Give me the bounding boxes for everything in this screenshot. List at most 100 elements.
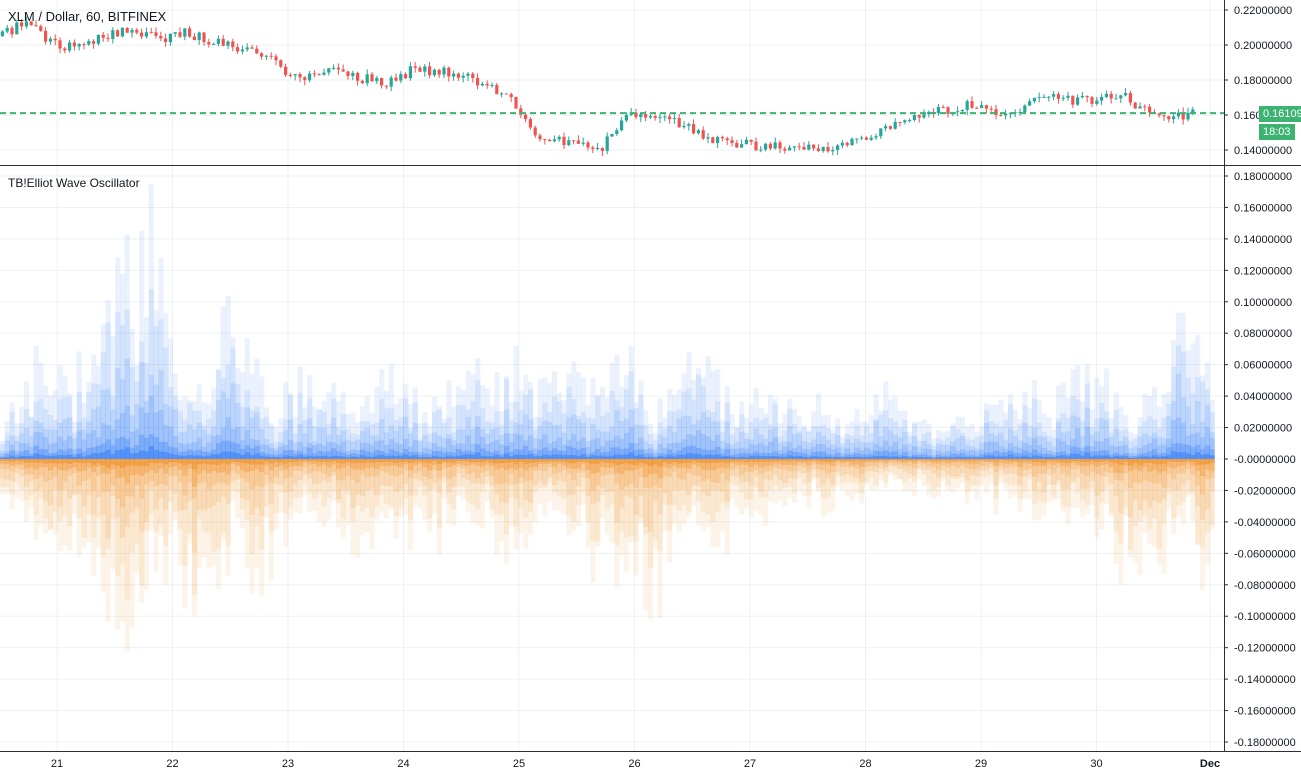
osc-bar-negative [758, 459, 764, 462]
osc-bar-positive [72, 421, 78, 459]
osc-bar-negative [792, 459, 798, 494]
osc-bar-positive [753, 444, 759, 459]
osc-bar-negative [72, 459, 78, 494]
osc-bar-positive [628, 452, 634, 459]
osc-bar-negative [28, 459, 34, 482]
osc-bar-positive [1108, 436, 1114, 459]
osc-bar-negative [345, 459, 351, 462]
osc-bar-positive [1022, 405, 1028, 459]
osc-bar-positive [840, 457, 846, 459]
candle-down [778, 142, 782, 149]
osc-bar-positive [100, 352, 106, 459]
osc-bar-positive [355, 422, 361, 459]
osc-bar-negative [662, 459, 668, 463]
osc-bar-negative [518, 459, 524, 478]
osc-bar-negative [840, 459, 846, 463]
osc-bar-positive [91, 383, 97, 459]
osc-bar-positive [619, 438, 625, 459]
osc-bar-negative [196, 459, 202, 465]
time-axis[interactable]: 21 22 23 24 25 26 27 28 29 30 Dec [51, 758, 1220, 770]
osc-bar-negative [316, 459, 322, 467]
osc-bar-positive [816, 456, 822, 459]
candle-down [485, 83, 489, 86]
osc-bar-negative [28, 459, 34, 468]
osc-bar-negative [1152, 459, 1158, 484]
oscillator-axis[interactable]: 0.180000000.160000000.140000000.12000000… [1224, 171, 1296, 749]
osc-bar-positive [494, 410, 500, 459]
osc-bar-negative [408, 459, 414, 478]
osc-bar-positive [297, 442, 303, 459]
osc-bar-positive [427, 433, 433, 459]
osc-bar-positive [412, 422, 418, 459]
osc-bar-positive [230, 347, 236, 459]
osc-bar-negative [768, 459, 774, 462]
osc-bar-negative [974, 459, 980, 461]
osc-bar-negative [76, 459, 82, 472]
osc-bar-negative [244, 459, 250, 501]
osc-bar-negative [667, 459, 673, 531]
osc-bar-positive [700, 386, 706, 459]
osc-bar-positive [686, 415, 692, 459]
osc-bar-negative [585, 459, 591, 547]
osc-bar-positive [1084, 452, 1090, 459]
osc-bar-negative [1166, 459, 1172, 462]
osc-bar-negative [249, 459, 255, 515]
osc-bar-positive [993, 435, 999, 459]
osc-bar-negative [9, 459, 15, 466]
osc-bar-positive [451, 432, 457, 459]
osc-bar-negative [926, 459, 932, 462]
osc-bar-positive [81, 417, 87, 459]
osc-bar-positive [1027, 445, 1033, 459]
osc-bar-positive [518, 435, 524, 459]
osc-bar-negative [796, 459, 802, 463]
osc-bar-negative [1185, 459, 1191, 464]
osc-bar-positive [96, 383, 102, 459]
osc-bar-negative [1056, 459, 1062, 499]
osc-bar-negative [638, 459, 644, 518]
osc-bar-positive [1012, 409, 1018, 459]
osc-bar-negative [940, 459, 946, 461]
osc-bar-positive [216, 369, 222, 459]
osc-bar-negative [312, 459, 318, 472]
candle-up [1104, 93, 1108, 97]
osc-bar-positive [364, 443, 370, 459]
osc-bar-positive [777, 423, 783, 459]
osc-bar-positive [336, 400, 342, 459]
osc-bar-negative [912, 459, 918, 482]
osc-bar-negative [681, 459, 687, 463]
osc-bar-negative [705, 459, 711, 480]
osc-bar-positive [1128, 448, 1134, 459]
symbol-title[interactable]: XLM / Dollar, 60, BITFINEX [8, 9, 167, 24]
osc-bar-positive [801, 456, 807, 459]
osc-bar-positive [288, 439, 294, 459]
osc-bar-positive [9, 435, 15, 459]
osc-bar-negative [220, 459, 226, 533]
time-tick-label: 29 [975, 758, 987, 770]
osc-bar-negative [633, 459, 639, 541]
osc-bar-negative [206, 459, 212, 474]
osc-bar-negative [244, 459, 250, 520]
candle-down [677, 118, 681, 128]
osc-bar-positive [955, 429, 961, 459]
osc-bar-negative [446, 459, 452, 493]
osc-bar-positive [604, 397, 610, 459]
osc-bar-positive [1060, 412, 1066, 459]
osc-bar-negative [600, 459, 606, 518]
osc-bar-positive [28, 417, 34, 459]
osc-bar-positive [254, 406, 260, 459]
osc-bar-positive [292, 453, 298, 459]
osc-bar-negative [403, 459, 409, 462]
osc-bar-negative [432, 459, 438, 490]
candle-down [312, 73, 316, 75]
osc-bar-positive [100, 324, 106, 459]
osc-bar-negative [801, 459, 807, 461]
oscillator-title[interactable]: TB!Elliot Wave Oscillator [8, 176, 140, 190]
osc-bar-negative [350, 459, 356, 463]
osc-bar-negative [816, 459, 822, 465]
osc-bar-negative [580, 459, 586, 505]
osc-bar-negative [1161, 459, 1167, 524]
osc-bar-negative [398, 459, 404, 468]
osc-bar-positive [950, 425, 956, 459]
osc-bar-positive [667, 443, 673, 459]
